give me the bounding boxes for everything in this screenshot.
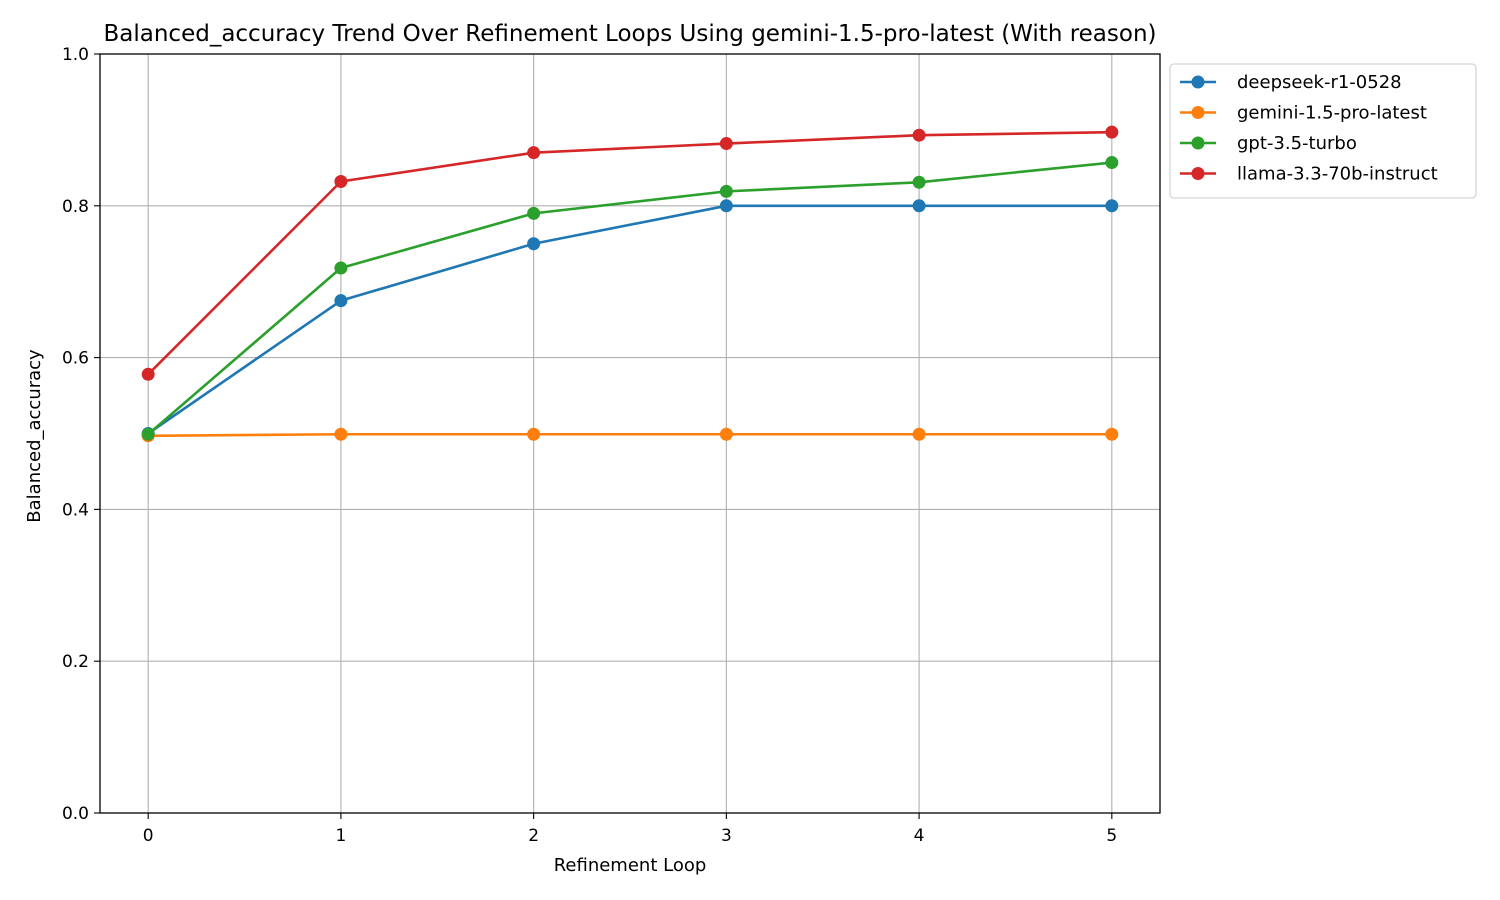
legend-label: gpt-3.5-turbo [1237, 133, 1357, 154]
x-tick-label: 5 [1106, 826, 1117, 846]
x-tick-label: 4 [914, 826, 925, 846]
series-line [147, 204, 1112, 435]
data-point [527, 146, 541, 160]
series-line [147, 161, 1112, 436]
legend-label: llama-3.3-70b-instruct [1237, 164, 1438, 185]
data-point [527, 206, 541, 220]
series-gemini-1.5-pro-latest [141, 427, 1119, 443]
x-tick-label: 3 [721, 826, 732, 846]
series-group [141, 125, 1119, 443]
y-tick-label: 0.8 [62, 197, 89, 217]
data-point [334, 294, 348, 308]
data-point [912, 175, 926, 189]
data-point [527, 237, 541, 251]
legend-item: gpt-3.5-turbo [1180, 133, 1357, 154]
legend-marker [1191, 136, 1205, 150]
data-point [334, 175, 348, 189]
y-axis-label: Balanced_accuracy [24, 349, 45, 523]
data-point [1105, 427, 1119, 441]
series-llama-3.3-70b-instruct [141, 125, 1119, 381]
plot-frame [99, 53, 1161, 814]
y-axis: 0.0 0.2 0.4 0.6 0.8 1.0 [62, 45, 100, 824]
y-tick-label: 0.4 [62, 500, 89, 520]
x-tick-label: 0 [143, 826, 154, 846]
legend-label: deepseek-r1-0528 [1237, 72, 1402, 93]
legend-label: gemini-1.5-pro-latest [1237, 103, 1427, 124]
data-point [334, 261, 348, 275]
legend-item: llama-3.3-70b-instruct [1180, 164, 1438, 185]
x-tick-label: 1 [335, 826, 346, 846]
data-point [719, 137, 733, 151]
data-point [1105, 156, 1119, 170]
legend-item: deepseek-r1-0528 [1180, 72, 1402, 93]
y-tick-label: 0.0 [62, 804, 89, 824]
data-point [912, 128, 926, 142]
y-tick-label: 0.2 [62, 652, 89, 672]
data-point [141, 367, 155, 381]
legend-marker [1191, 106, 1205, 119]
legend-item: gemini-1.5-pro-latest [1180, 103, 1427, 124]
data-point [719, 427, 733, 441]
series-line [148, 432, 1112, 438]
chart-title: Balanced_accuracy Trend Over Refinement … [103, 21, 1156, 47]
data-point [334, 427, 348, 441]
y-tick-label: 1.0 [62, 45, 89, 65]
series-line [147, 130, 1112, 376]
series-gpt-3.5-turbo [141, 156, 1119, 441]
x-axis-label: Refinement Loop [554, 855, 707, 876]
legend-marker [1191, 75, 1205, 89]
data-point [1105, 199, 1119, 213]
legend-frame [1169, 63, 1477, 199]
data-point [1105, 125, 1119, 139]
data-point [527, 427, 541, 441]
data-point [141, 427, 155, 441]
legend-marker [1191, 167, 1205, 180]
data-point [719, 199, 733, 213]
data-point [719, 184, 733, 198]
data-point [912, 427, 926, 441]
x-axis: 0 1 2 3 4 5 [143, 813, 1117, 846]
legend: deepseek-r1-0528 gemini-1.5-pro-latest gpt… [1169, 63, 1477, 199]
data-point [912, 199, 926, 213]
x-tick-label: 2 [528, 826, 539, 846]
y-tick-label: 0.6 [62, 349, 89, 369]
